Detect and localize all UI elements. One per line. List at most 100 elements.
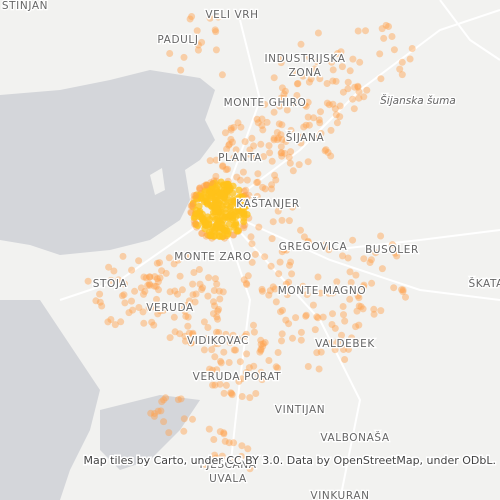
activity-dot — [329, 310, 336, 318]
activity-dot — [355, 88, 363, 96]
activity-dot — [189, 415, 196, 423]
activity-dot — [360, 283, 367, 291]
activity-dot — [354, 83, 362, 91]
activity-dot — [213, 313, 221, 321]
activity-dot — [360, 255, 368, 263]
activity-dot — [271, 171, 279, 179]
activity-dot — [148, 318, 156, 326]
activity-dot — [105, 263, 113, 271]
activity-dot — [316, 75, 324, 83]
activity-dot — [219, 288, 227, 296]
activity-dot — [176, 272, 184, 280]
activity-dot — [243, 350, 251, 358]
activity-dot — [317, 289, 325, 297]
activity-dot — [331, 346, 339, 354]
activity-dot — [276, 102, 284, 110]
activity-dot — [121, 299, 129, 307]
activity-dot — [278, 149, 286, 157]
activity-dot — [309, 301, 317, 309]
activity-dot — [250, 321, 257, 329]
activity-dot — [182, 337, 189, 345]
activity-dot — [177, 66, 185, 74]
activity-dot — [200, 346, 208, 354]
place-label: GREGOVICA — [279, 241, 348, 253]
activity-dot — [278, 248, 286, 256]
activity-dot — [237, 176, 244, 184]
activity-dot — [285, 320, 293, 328]
activity-dot — [266, 149, 274, 157]
activity-dot — [160, 396, 168, 404]
activity-dot — [194, 222, 202, 229]
activity-dot — [332, 111, 340, 119]
activity-dot — [232, 146, 240, 154]
activity-dot — [391, 249, 399, 257]
activity-dot — [237, 123, 245, 131]
activity-dot — [212, 203, 220, 211]
activity-dot — [237, 452, 245, 460]
activity-dot — [186, 15, 194, 23]
activity-dot — [215, 182, 223, 189]
activity-dot — [275, 270, 283, 278]
activity-dot — [214, 315, 222, 323]
activity-dot — [339, 252, 346, 260]
activity-dot — [297, 328, 305, 336]
activity-dot — [257, 140, 265, 148]
activity-dot — [265, 142, 273, 150]
activity-dot — [184, 322, 192, 330]
activity-dot — [153, 275, 161, 283]
activity-dot — [289, 334, 296, 342]
place-label: VERUDA — [146, 302, 194, 314]
activity-dot — [315, 116, 323, 124]
activity-dot — [388, 241, 396, 249]
activity-dot — [203, 335, 211, 343]
activity-dot — [125, 309, 133, 317]
activity-dot — [192, 220, 199, 228]
activity-dot — [272, 176, 280, 184]
activity-dot — [233, 227, 241, 235]
activity-dot — [282, 316, 290, 324]
activity-dot — [227, 135, 235, 143]
activity-dot — [278, 337, 285, 345]
activity-dot — [344, 254, 352, 262]
activity-dot — [217, 189, 225, 197]
activity-dot — [281, 149, 289, 157]
activity-dot — [358, 338, 366, 346]
activity-dot — [165, 254, 173, 262]
activity-dot — [372, 249, 380, 257]
activity-dot — [270, 74, 278, 82]
activity-dot — [209, 366, 216, 374]
activity-dot — [245, 191, 253, 199]
activity-dot — [187, 339, 195, 347]
activity-dot — [247, 233, 255, 241]
place-label: VIDIKOVAC — [187, 335, 249, 347]
activity-dot — [275, 120, 283, 128]
activity-dot — [226, 186, 234, 194]
activity-dot — [257, 368, 265, 376]
activity-dot — [152, 302, 160, 310]
place-label: PJEŠČANA — [199, 458, 256, 471]
place-label: VERUDA PORAT — [193, 371, 282, 383]
attribution: Map tiles by Carto, under CC BY 3.0. Dat… — [83, 454, 496, 467]
place-label: MONTE GHIRO — [224, 97, 307, 109]
activity-dot — [340, 346, 347, 353]
activity-dot — [190, 269, 198, 276]
activity-dot — [310, 114, 318, 122]
activity-dot — [242, 279, 250, 287]
activity-dot — [128, 266, 136, 274]
activity-dot — [233, 173, 241, 181]
activity-dot — [354, 27, 362, 35]
activity-dot — [311, 65, 319, 73]
activity-dot — [297, 336, 305, 344]
place-label: PLANTA — [218, 152, 262, 164]
activity-dot — [314, 314, 322, 322]
activity-dot — [323, 80, 331, 87]
activity-dot — [150, 321, 158, 329]
activity-dot — [246, 459, 254, 467]
place-label: INDUSTRIJSKA — [264, 53, 345, 65]
activity-dot — [212, 28, 220, 36]
activity-dot — [230, 197, 238, 205]
activity-dot — [202, 181, 210, 189]
activity-dot — [206, 365, 214, 373]
activity-dot — [279, 306, 286, 314]
activity-dot — [212, 454, 220, 462]
